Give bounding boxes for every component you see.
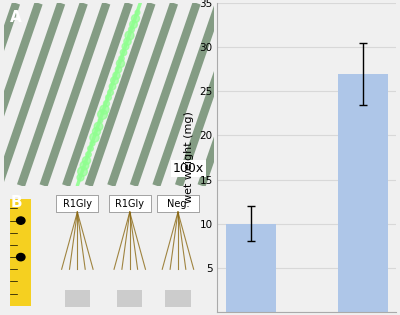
Point bbox=[91, 134, 97, 139]
FancyBboxPatch shape bbox=[165, 290, 190, 307]
Point bbox=[122, 44, 128, 49]
FancyBboxPatch shape bbox=[56, 195, 98, 212]
Text: Neg.: Neg. bbox=[167, 198, 189, 209]
Point bbox=[87, 146, 94, 151]
Text: A: A bbox=[10, 10, 22, 26]
Y-axis label: wet weight (mg): wet weight (mg) bbox=[184, 112, 194, 203]
Point bbox=[126, 32, 132, 37]
Point bbox=[112, 72, 119, 77]
Point bbox=[130, 21, 136, 26]
Text: B: B bbox=[10, 195, 22, 210]
Point bbox=[116, 61, 123, 66]
Point bbox=[79, 168, 86, 173]
Point bbox=[103, 100, 109, 106]
Point bbox=[132, 15, 138, 20]
Point bbox=[89, 140, 96, 145]
Point bbox=[118, 55, 125, 60]
Point bbox=[108, 83, 115, 89]
FancyBboxPatch shape bbox=[10, 199, 31, 306]
Point bbox=[95, 123, 101, 128]
Point bbox=[120, 49, 127, 54]
Point bbox=[97, 117, 103, 123]
Point bbox=[85, 151, 92, 156]
Point bbox=[106, 89, 113, 94]
FancyBboxPatch shape bbox=[109, 195, 151, 212]
Point bbox=[128, 27, 134, 32]
Point bbox=[77, 174, 84, 179]
Point bbox=[105, 95, 111, 100]
FancyBboxPatch shape bbox=[117, 290, 142, 307]
Point bbox=[114, 66, 121, 72]
Point bbox=[101, 106, 107, 111]
Bar bbox=[338, 74, 388, 312]
FancyBboxPatch shape bbox=[157, 195, 199, 212]
Point bbox=[99, 112, 105, 117]
FancyBboxPatch shape bbox=[65, 290, 90, 307]
Point bbox=[81, 163, 88, 168]
Bar bbox=[226, 224, 276, 312]
Point bbox=[83, 157, 90, 162]
Ellipse shape bbox=[16, 217, 25, 224]
Text: 100x: 100x bbox=[173, 162, 204, 175]
Text: R1Gly: R1Gly bbox=[63, 198, 92, 209]
Point bbox=[124, 38, 130, 43]
Ellipse shape bbox=[16, 254, 25, 261]
Point bbox=[110, 78, 117, 83]
Point bbox=[134, 10, 140, 15]
Text: R1Gly: R1Gly bbox=[115, 198, 144, 209]
Point bbox=[93, 129, 99, 134]
